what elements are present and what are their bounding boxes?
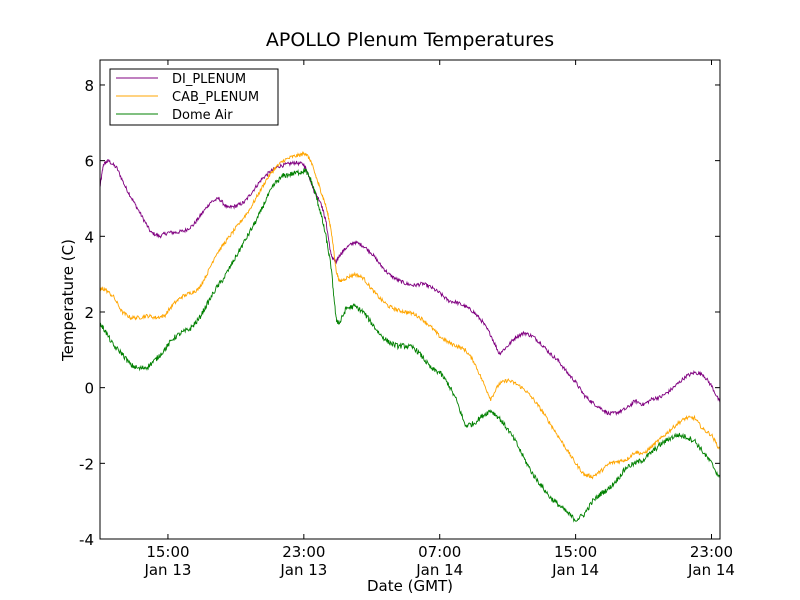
x-tick-label-date: Jan 14 bbox=[415, 561, 463, 579]
x-tick-label-date: Jan 14 bbox=[551, 561, 599, 579]
y-tick-label: -2 bbox=[79, 455, 94, 473]
y-tick-label: 2 bbox=[84, 304, 94, 322]
series-line-dome-air bbox=[99, 168, 721, 523]
x-tick-label-time: 15:00 bbox=[554, 543, 597, 561]
y-tick-label: 8 bbox=[84, 77, 94, 95]
y-axis-label: Temperature (C) bbox=[59, 239, 77, 362]
series-layer bbox=[99, 151, 721, 523]
legend-label-di-plenum: DI_PLENUM bbox=[172, 72, 246, 87]
x-axis-label: Date (GMT) bbox=[367, 577, 453, 595]
series-line-di-plenum bbox=[99, 158, 721, 417]
x-tick-label-time: 23:00 bbox=[282, 543, 325, 561]
x-tick-label-time: 15:00 bbox=[146, 543, 189, 561]
x-tick-label-date: Jan 13 bbox=[279, 561, 327, 579]
y-tick-label: 6 bbox=[84, 153, 94, 171]
legend: DI_PLENUM CAB_PLENUM Dome Air bbox=[109, 68, 279, 126]
x-tick-label-time: 23:00 bbox=[690, 543, 733, 561]
chart-title: APOLLO Plenum Temperatures bbox=[266, 29, 554, 51]
series-line-cab-plenum bbox=[99, 151, 721, 480]
x-tick-label-date: Jan 13 bbox=[143, 561, 191, 579]
y-tick-label: -4 bbox=[79, 531, 94, 549]
x-tick-label-time: 07:00 bbox=[418, 543, 461, 561]
y-tick-label: 0 bbox=[84, 380, 94, 398]
x-tick-label-date: Jan 14 bbox=[687, 561, 735, 579]
legend-label-dome-air: Dome Air bbox=[172, 108, 233, 123]
legend-label-cab-plenum: CAB_PLENUM bbox=[172, 90, 259, 105]
plot-frame bbox=[99, 59, 721, 540]
y-tick-label: 4 bbox=[84, 228, 94, 246]
